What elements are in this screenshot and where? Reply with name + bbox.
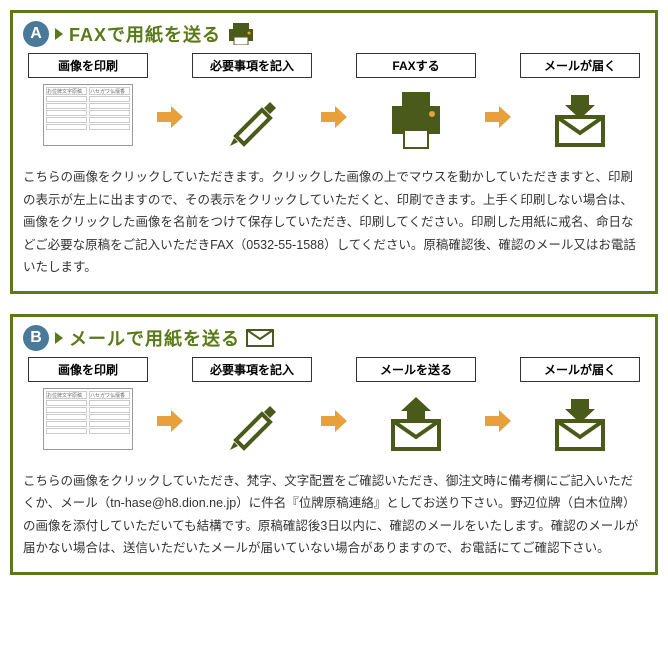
- document-thumbnail-icon[interactable]: お位牌文字原稿 ハセガワ仏壇香穂店: [43, 388, 133, 450]
- step-label: 必要事項を記入: [192, 357, 312, 382]
- arrow-icon: [155, 406, 185, 441]
- header-arrow-icon: [55, 332, 63, 344]
- arrow-icon: [483, 102, 513, 137]
- mail-down-icon: [544, 84, 616, 156]
- badge-a: A: [23, 21, 49, 47]
- arrow-icon: [319, 102, 349, 137]
- step-b-4: メールが届く: [515, 357, 645, 460]
- step-label: メールを送る: [356, 357, 476, 382]
- flow-a: 画像を印刷 お位牌文字原稿 ハセガワ仏壇香穂店 必要事項を記入: [23, 53, 645, 156]
- document-thumbnail-icon[interactable]: お位牌文字原稿 ハセガワ仏壇香穂店: [43, 84, 133, 146]
- section-a-header: A FAXで用紙を送る: [23, 21, 645, 47]
- step-label: 画像を印刷: [28, 53, 148, 78]
- step-a-4: メールが届く: [515, 53, 645, 156]
- pencil-icon: [216, 388, 288, 460]
- section-b-title: メールで用紙を送る: [69, 325, 240, 351]
- section-fax: A FAXで用紙を送る 画像を印刷 お位牌文字原稿 ハセガワ仏壇香穂店: [10, 10, 658, 294]
- section-a-title: FAXで用紙を送る: [69, 21, 221, 47]
- step-a-2: 必要事項を記入: [187, 53, 317, 156]
- step-label: 必要事項を記入: [192, 53, 312, 78]
- step-label: メールが届く: [520, 357, 640, 382]
- flow-b: 画像を印刷 お位牌文字原稿 ハセガワ仏壇香穂店 必要事項を記入: [23, 357, 645, 460]
- arrow-icon: [155, 102, 185, 137]
- pencil-icon: [216, 84, 288, 156]
- arrow-icon: [319, 406, 349, 441]
- step-b-3: メールを送る: [351, 357, 481, 460]
- step-label: 画像を印刷: [28, 357, 148, 382]
- section-mail: B メールで用紙を送る 画像を印刷 お位牌文字原稿 ハセガワ仏壇香穂店: [10, 314, 658, 575]
- mail-down-icon: [544, 388, 616, 460]
- step-a-1: 画像を印刷 お位牌文字原稿 ハセガワ仏壇香穂店: [23, 53, 153, 146]
- section-b-header: B メールで用紙を送る: [23, 325, 645, 351]
- envelope-icon: [246, 327, 274, 349]
- header-arrow-icon: [55, 28, 63, 40]
- printer-icon: [227, 23, 255, 45]
- section-a-body: こちらの画像をクリックしていただきます。クリックした画像の上でマウスを動かしてい…: [23, 166, 645, 279]
- arrow-icon: [483, 406, 513, 441]
- section-b-body: こちらの画像をクリックしていただき、梵字、文字配置をご確認いただき、御注文時に備…: [23, 470, 645, 560]
- step-b-2: 必要事項を記入: [187, 357, 317, 460]
- step-label: FAXする: [356, 53, 476, 78]
- badge-b: B: [23, 325, 49, 351]
- fax-icon: [380, 84, 452, 156]
- step-label: メールが届く: [520, 53, 640, 78]
- step-b-1: 画像を印刷 お位牌文字原稿 ハセガワ仏壇香穂店: [23, 357, 153, 450]
- mail-send-icon: [380, 388, 452, 460]
- step-a-3: FAXする: [351, 53, 481, 156]
